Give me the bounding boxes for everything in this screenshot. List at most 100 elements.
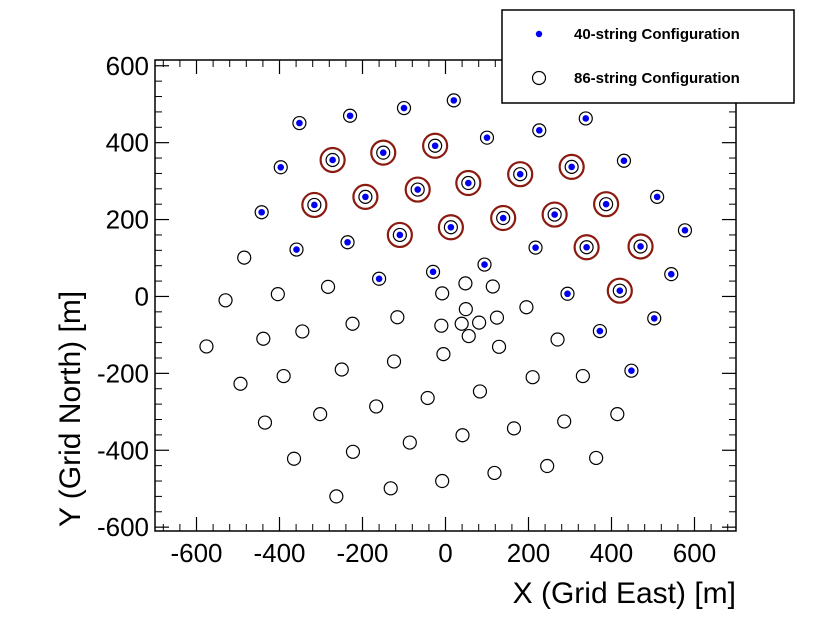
open-circle-point [506, 421, 522, 436]
open-circle-point [455, 428, 470, 443]
open-circle-point [199, 339, 214, 354]
open-circle-point [589, 450, 604, 466]
open-circle-point [410, 182, 425, 197]
filled-dot-point [375, 275, 383, 283]
filled-dot-point [667, 270, 675, 278]
open-circle-point [547, 207, 562, 222]
open-circle-point [458, 302, 473, 317]
y-tick-label: -400 [97, 435, 149, 465]
open-circle-point [386, 354, 402, 369]
filled-dot-point [311, 201, 318, 209]
open-circle-point [237, 250, 252, 265]
filled-dot-point [344, 238, 351, 246]
open-circle-point [525, 370, 540, 385]
filled-dot-point [379, 149, 387, 156]
filled-dot-point [499, 214, 507, 222]
open-circle-point [633, 239, 648, 254]
data-markers [199, 93, 693, 504]
open-circle-point [369, 399, 384, 414]
open-circle-point [532, 123, 547, 138]
filled-dot-point [582, 115, 590, 122]
highlight-ring-point [573, 234, 600, 261]
filled-dot-point [628, 367, 635, 374]
open-circle-point [550, 332, 565, 347]
open-circle-point [599, 197, 614, 212]
filled-dot-point [481, 261, 488, 268]
filled-dot-point [564, 290, 571, 298]
open-circle-point [435, 473, 450, 489]
legend: 40-string Configuration 86-string Config… [501, 9, 795, 104]
open-circle-point [461, 175, 476, 191]
filled-dot-point [447, 223, 455, 231]
legend-box [501, 9, 795, 104]
filled-dot-point [258, 208, 265, 216]
legend-label-86-string: 86-string Configuration [574, 70, 740, 87]
open-circle-point [485, 279, 500, 294]
legend-label-40-string: 40-string Configuration [574, 26, 740, 43]
highlight-ring-point [490, 204, 517, 232]
open-circle-point [289, 242, 304, 257]
filled-dot-point [293, 246, 300, 253]
open-circle-point [489, 310, 505, 325]
highlight-ring-point [404, 176, 431, 203]
filled-dot-point [346, 112, 354, 120]
highlight-ring-point [507, 161, 534, 188]
x-tick-label: -600 [170, 538, 222, 568]
filled-dot-point [465, 179, 472, 187]
open-circle-point [487, 465, 502, 481]
open-circle-point [513, 167, 528, 182]
y-tick-label: 200 [106, 205, 149, 235]
x-tick-label: 200 [507, 538, 550, 568]
highlight-ring-point [593, 191, 620, 218]
y-tick-label: 600 [106, 51, 149, 81]
open-circle-point [443, 220, 458, 235]
highlight-ring-point [606, 277, 633, 304]
open-circle-point [528, 240, 543, 255]
open-circle-point [307, 197, 322, 213]
open-circle-point [446, 93, 461, 108]
open-circle-point [677, 223, 693, 238]
open-circle-point [540, 458, 555, 474]
open-circle-point [325, 152, 340, 168]
x-tick-label: 0 [438, 538, 452, 568]
filled-dot-point [620, 157, 628, 165]
highlight-ring-point [558, 153, 585, 180]
open-circle-point [624, 363, 639, 378]
open-circle-point [428, 138, 443, 153]
open-circle-point [519, 300, 534, 315]
open-circle-point [254, 205, 269, 220]
open-circle-point [376, 145, 391, 160]
open-circle-point [472, 315, 487, 330]
open-circle-point [479, 130, 495, 145]
filled-dot-point [596, 327, 604, 335]
open-circle-point [579, 240, 594, 255]
y-tick-label: -600 [97, 512, 149, 542]
open-circle-point [292, 115, 307, 131]
open-circle-point [461, 328, 476, 344]
open-circle-point [334, 362, 349, 377]
filled-dot-point [535, 127, 543, 134]
x-tick-label: -400 [253, 538, 305, 568]
open-circle-point [434, 318, 449, 333]
highlight-ring-point [422, 132, 449, 159]
filled-dot-point [602, 200, 610, 208]
open-circle-point [435, 286, 450, 301]
filled-dot-point [450, 97, 458, 104]
open-circle-point [358, 189, 373, 204]
open-circle-point [342, 108, 358, 123]
highlight-ring-point [541, 201, 568, 228]
filled-dot-point [516, 170, 524, 178]
open-circle-point [286, 451, 302, 466]
filled-dot-point [616, 287, 624, 294]
filled-dot-point [277, 163, 285, 171]
open-circle-point [578, 111, 593, 126]
filled-dot-point [396, 231, 404, 239]
filled-dot-point [362, 193, 369, 201]
y-axis-title: Y (Grid North) [m] [54, 291, 87, 527]
filled-dot-point [483, 134, 491, 141]
open-circle-point [647, 311, 662, 326]
open-circle-point [218, 293, 233, 308]
filled-dot-point [429, 268, 437, 276]
